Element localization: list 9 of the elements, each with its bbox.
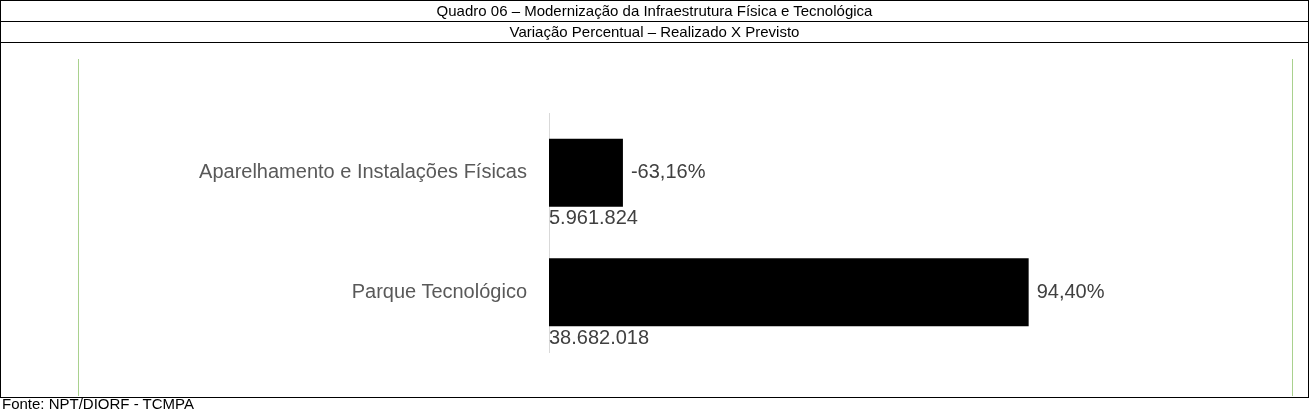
- y-tick-label: Parque Tecnológico: [351, 279, 527, 302]
- annotation: 94,40%: [1036, 279, 1105, 302]
- data-label: 38.682.018: [549, 325, 650, 348]
- data-label: 5.961.824: [549, 206, 638, 229]
- y-tick-label: Aparelhamento e Instalações Físicas: [199, 160, 527, 183]
- chart-subtitle: Variação Percentual – Realizado X Previsto: [1, 22, 1308, 43]
- annotation: -63,16%: [630, 160, 706, 183]
- chart-title: Quadro 06 – Modernização da Infraestrutura Física e Tecnológica: [1, 1, 1308, 22]
- source-note: Fonte: NPT/DIORF - TCMPA: [2, 395, 194, 410]
